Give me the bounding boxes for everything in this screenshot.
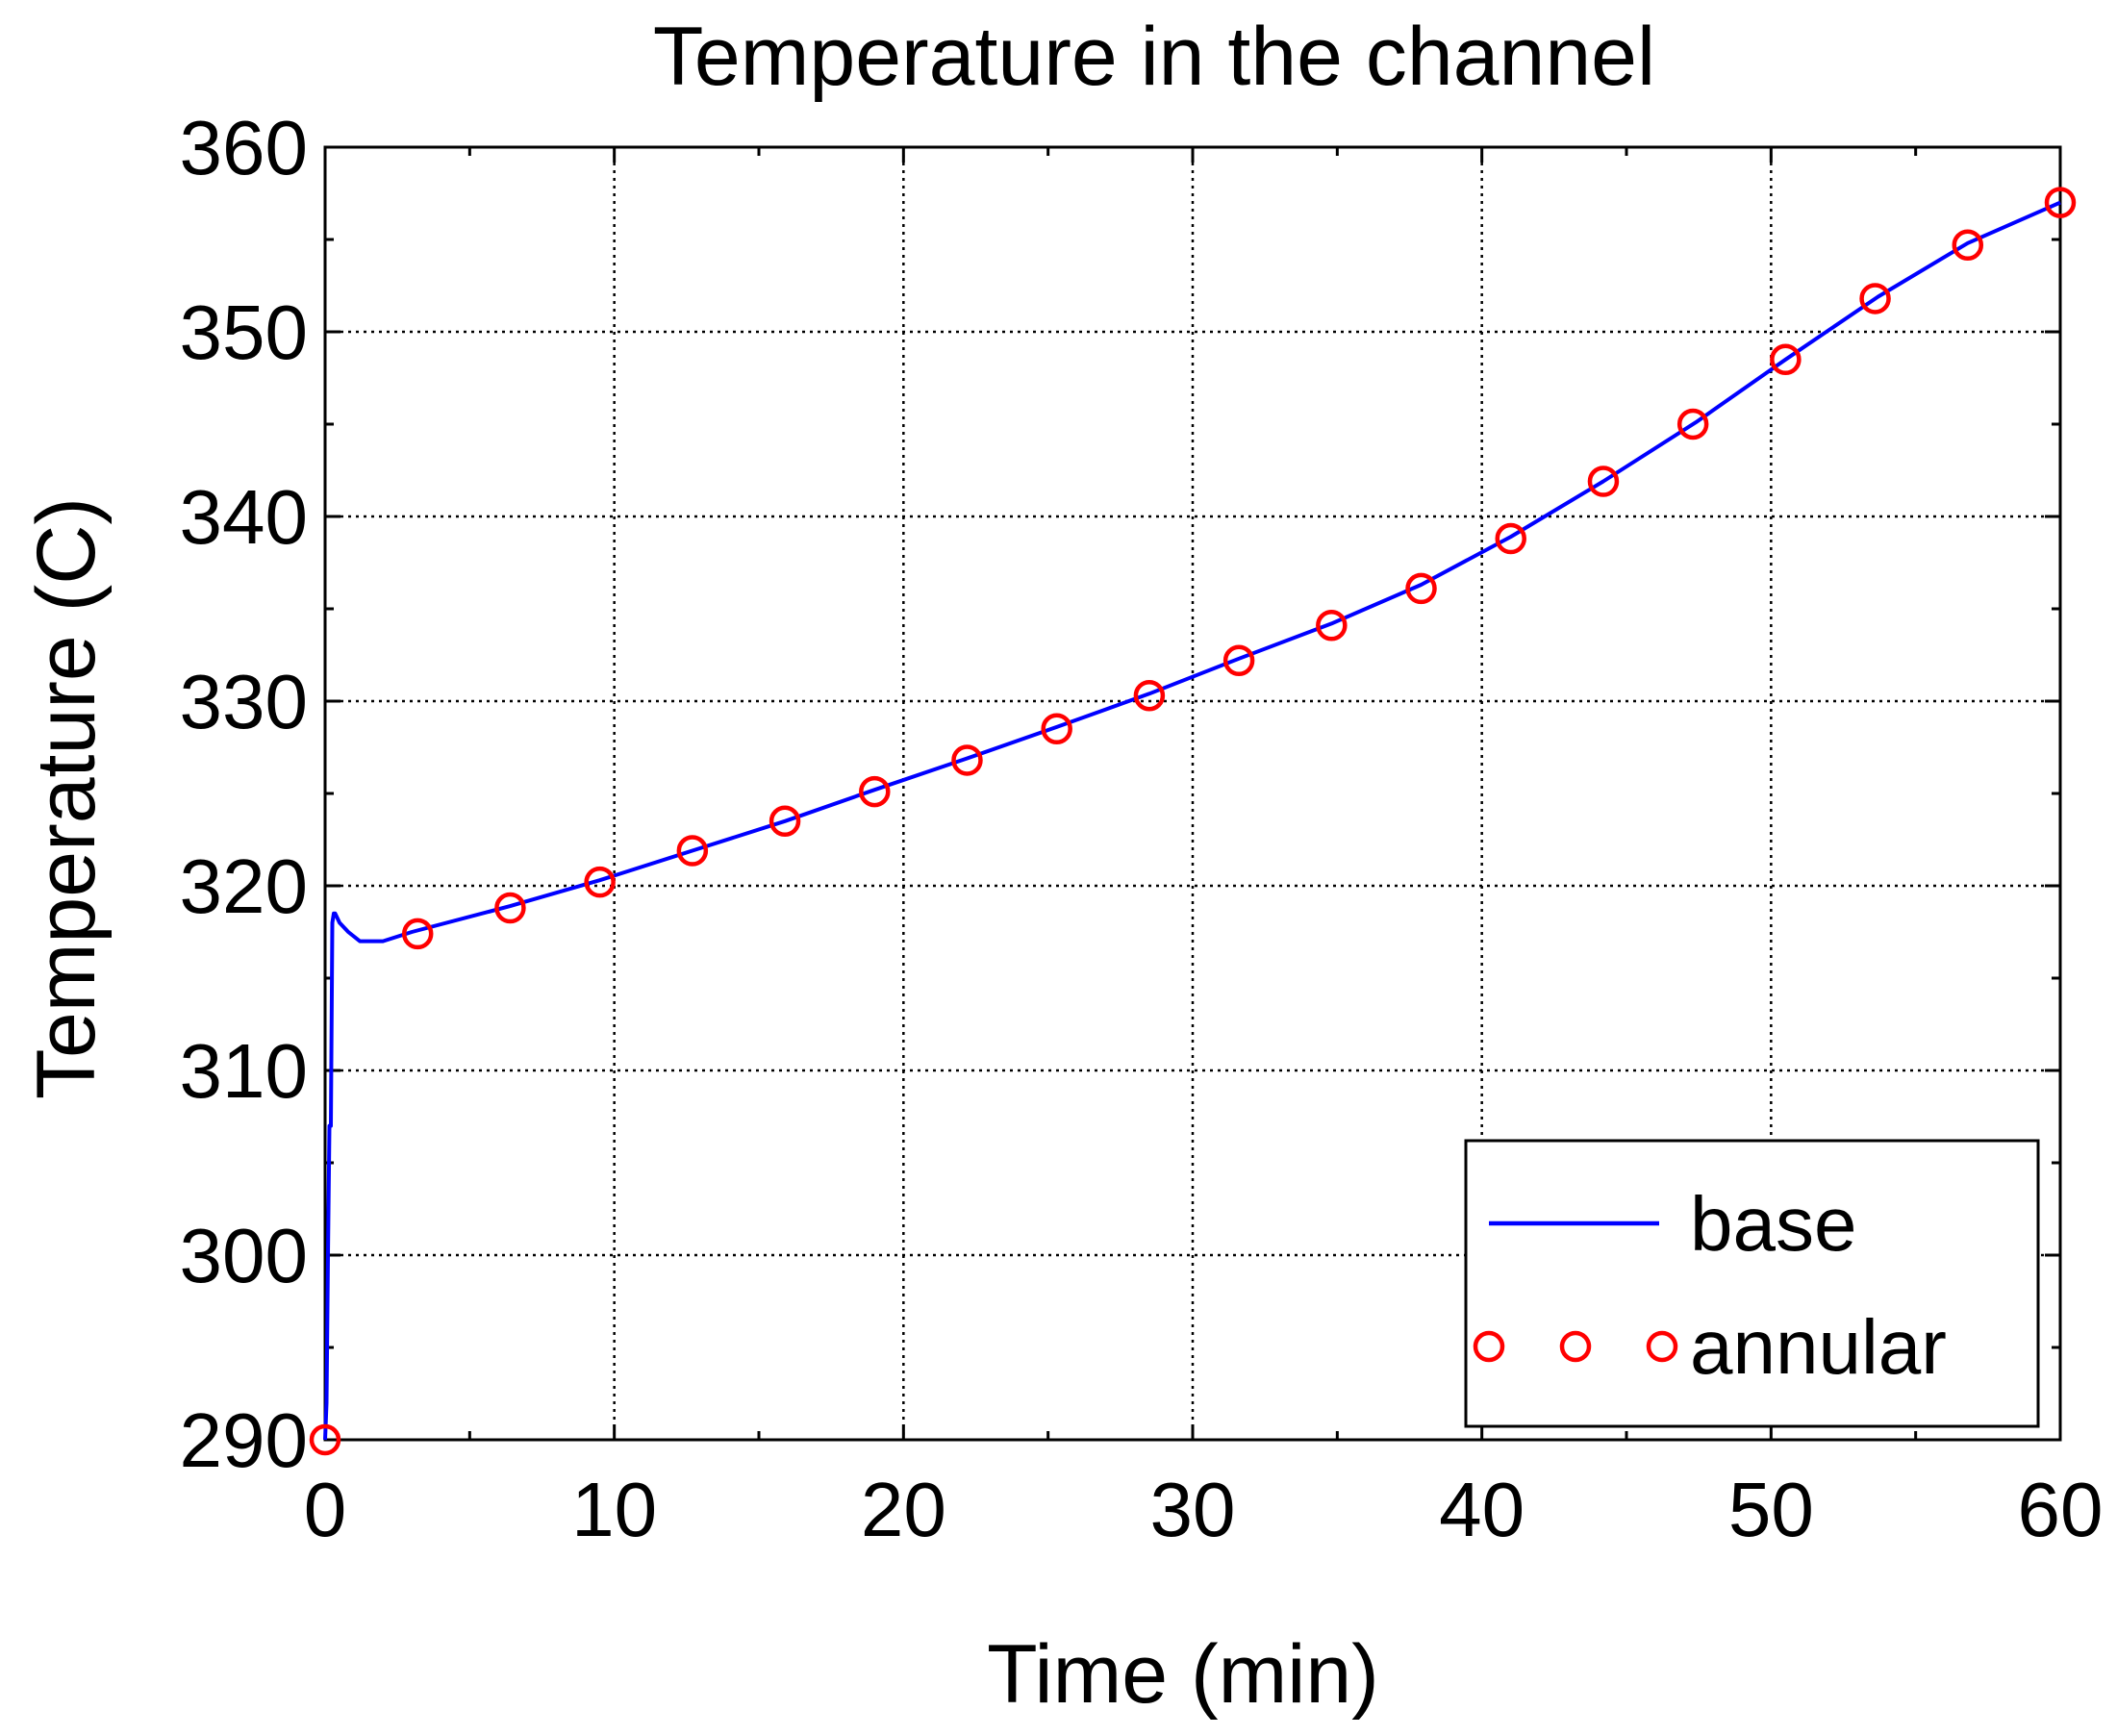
y-tick-label: 360 (180, 105, 308, 190)
x-tick-label: 60 (2018, 1467, 2104, 1552)
data-point-annular (1770, 343, 1802, 376)
y-tick-label: 340 (180, 474, 308, 560)
legend-label-annular: annular (1690, 1304, 1947, 1390)
y-tick-label: 350 (180, 289, 308, 375)
y-tick-label: 310 (180, 1028, 308, 1114)
y-tick-label: 300 (180, 1213, 308, 1298)
plot-area-frame (323, 145, 2062, 1442)
x-tick-label: 40 (1439, 1467, 1525, 1552)
legend-swatch-annular (1473, 1330, 1505, 1363)
data-point-annular (951, 744, 983, 776)
y-tick-label: 290 (180, 1397, 308, 1483)
data-point-annular (1222, 644, 1255, 677)
data-point-annular (494, 892, 526, 924)
x-tick-label: 20 (861, 1467, 946, 1552)
data-point-annular (1859, 283, 1891, 314)
x-tick-label: 50 (1728, 1467, 1814, 1552)
chart-title: Temperature in the channel (653, 11, 1655, 103)
y-axis-label: Temperature (C) (20, 497, 113, 1099)
data-point-annular (1952, 229, 1984, 262)
data-point-annular (401, 918, 434, 950)
legend-swatch-annular (1646, 1330, 1678, 1363)
data-point-annular (1041, 713, 1072, 745)
legend-swatch-annular (1559, 1330, 1592, 1363)
data-point-annular (309, 1423, 341, 1456)
data-point-annular (769, 805, 801, 838)
data-point-annular (1587, 465, 1620, 497)
legend: base annular (1464, 1139, 2040, 1428)
data-point-annular (676, 835, 709, 867)
data-point-annular (1133, 679, 1166, 712)
series-layer (309, 187, 2077, 1456)
y-tick-label: 320 (180, 843, 308, 929)
legend-label-base: base (1690, 1181, 1856, 1267)
data-point-annular (1405, 572, 1437, 605)
data-point-annular (584, 866, 616, 898)
series-line-base (323, 200, 2061, 1441)
x-tick-label: 0 (304, 1467, 347, 1552)
data-point-annular (2044, 187, 2077, 218)
x-axis-label: Time (min) (987, 1628, 1379, 1721)
data-point-annular (859, 775, 891, 808)
legend-box (1464, 1139, 2040, 1428)
data-point-annular (1316, 610, 1348, 642)
x-tick-label: 10 (571, 1467, 657, 1552)
tick-labels: 0 10 20 30 40 50 60 290 300 310 320 330 340 350 360 (180, 105, 2104, 1552)
x-tick-label: 30 (1150, 1467, 1236, 1552)
y-tick-label: 330 (180, 659, 308, 744)
data-point-annular (1676, 408, 1709, 440)
data-point-annular (1495, 522, 1526, 555)
